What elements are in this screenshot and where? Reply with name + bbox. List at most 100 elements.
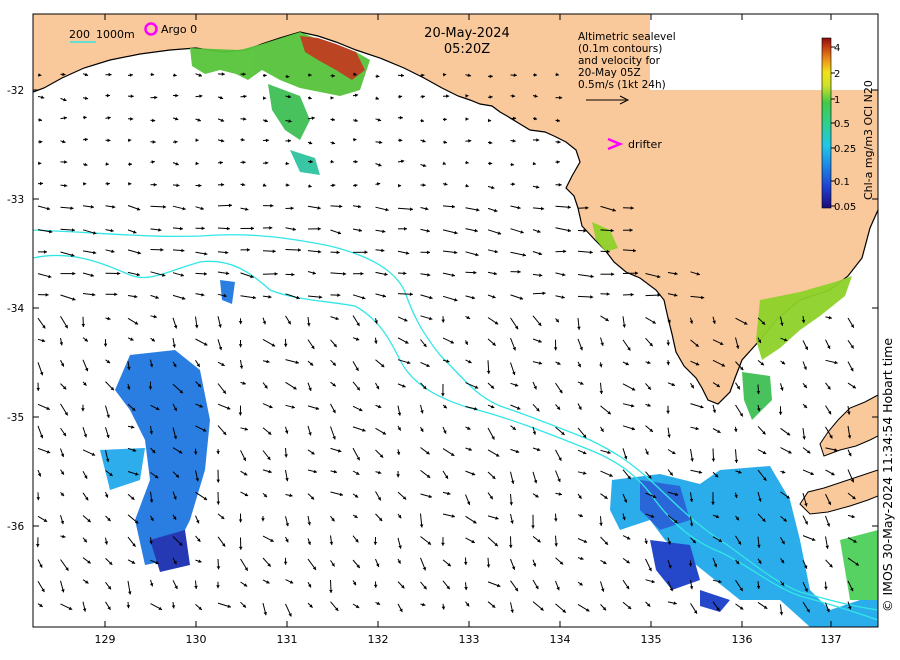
velocity-arrowhead: [353, 72, 357, 76]
velocity-arrowhead: [447, 491, 451, 496]
argo-marker-icon: [144, 22, 158, 36]
velocity-arrowhead: [489, 495, 493, 500]
velocity-arrowhead: [446, 359, 450, 363]
velocity-arrowhead: [580, 381, 584, 385]
velocity-arrowhead: [180, 273, 184, 277]
velocity-arrowhead: [377, 118, 382, 122]
latitude-axis: -32 -33 -34 -35 -36: [7, 85, 878, 533]
velocity-arrowhead: [804, 521, 808, 525]
velocity-arrowhead: [45, 293, 49, 297]
lat-tick-label: -36: [7, 521, 24, 533]
velocity-arrowhead: [373, 584, 378, 588]
velocity-arrowhead: [538, 322, 542, 326]
velocity-arrowhead: [688, 563, 693, 567]
velocity-arrowhead: [93, 231, 97, 235]
velocity-arrowhead: [134, 520, 139, 524]
velocity-arrowhead: [495, 453, 500, 457]
velocity-arrowhead: [510, 609, 514, 613]
velocity-arrowhead: [72, 297, 76, 301]
velocity-arrowhead: [243, 94, 247, 99]
velocity-arrowhead: [804, 346, 808, 350]
legend-line-5: 0.5m/s (1kt 24h): [578, 79, 666, 91]
velocity-arrowhead: [353, 137, 357, 142]
lon-tick-label: 132: [368, 633, 389, 646]
velocity-arrowhead: [580, 556, 584, 561]
velocity-arrowhead: [149, 431, 154, 435]
velocity-arrowhead: [81, 408, 85, 412]
velocity-arrowhead: [426, 474, 431, 478]
velocity-arrowhead: [443, 117, 447, 122]
velocity-arrowhead: [106, 434, 110, 439]
velocity-arrowhead: [40, 95, 45, 99]
longitude-axis: 129 130 131 132 133 134 135 136 137: [95, 14, 842, 646]
velocity-arrowhead: [466, 501, 471, 505]
lon-tick-label: 135: [641, 633, 662, 646]
velocity-arrowhead: [657, 293, 661, 297]
velocity-arrowhead: [599, 364, 603, 368]
velocity-arrowhead: [131, 496, 135, 500]
velocity-arrowhead: [171, 605, 176, 609]
velocity-arrowhead: [135, 472, 139, 476]
velocity-arrowhead: [238, 412, 243, 416]
velocity-arrowhead: [172, 344, 176, 348]
velocity-arrowhead: [37, 473, 42, 477]
velocity-arrowhead: [652, 494, 657, 499]
velocity-arrowhead: [195, 161, 199, 166]
velocity-arrowhead: [740, 366, 744, 371]
velocity-arrowhead: [689, 586, 694, 590]
velocity-arrowhead: [422, 385, 427, 390]
velocity-arrowhead: [701, 295, 705, 300]
velocity-arrowhead: [512, 426, 516, 430]
velocity-arrowhead: [352, 581, 356, 586]
velocity-arrowhead: [511, 480, 515, 484]
velocity-arrowhead: [692, 539, 696, 544]
velocity-arrowhead: [72, 271, 76, 276]
velocity-arrowhead: [63, 97, 67, 102]
velocity-arrowhead: [553, 347, 558, 351]
velocity-arrowhead: [39, 564, 43, 568]
velocity-arrowhead: [689, 320, 694, 324]
velocity-arrowhead: [451, 514, 455, 518]
velocity-arrowhead: [534, 94, 538, 98]
velocity-arrowhead: [160, 248, 164, 252]
velocity-arrowhead: [267, 456, 271, 460]
velocity-arrowhead: [788, 450, 792, 454]
velocity-arrowhead: [60, 363, 64, 367]
velocity-arrowhead: [465, 602, 470, 607]
velocity-arrowhead: [648, 475, 652, 479]
velocity-arrowhead: [110, 386, 114, 391]
velocity-arrowhead: [582, 451, 587, 455]
velocity-arrowhead: [274, 272, 278, 276]
scale-label-1000: 1000m: [96, 28, 135, 41]
velocity-arrowhead: [695, 343, 699, 347]
velocity-arrowhead: [134, 321, 139, 325]
land-mass-north: [33, 14, 878, 404]
velocity-arrowhead: [443, 140, 447, 144]
velocity-arrowhead: [743, 321, 748, 325]
velocity-arrowhead: [783, 518, 787, 522]
velocity-arrowhead: [804, 503, 808, 507]
velocity-arrowhead: [289, 580, 294, 584]
velocity-arrowhead: [489, 95, 493, 99]
velocity-arrowhead: [223, 293, 227, 298]
velocity-arrowhead: [263, 73, 267, 78]
velocity-arrowhead: [491, 436, 495, 440]
velocity-arrowhead: [630, 404, 635, 408]
velocity-arrowhead: [567, 228, 571, 233]
velocity-arrowhead: [373, 541, 378, 545]
velocity-arrowhead: [378, 517, 383, 521]
velocity-arrowhead: [218, 346, 223, 351]
velocity-arrowhead: [811, 537, 816, 541]
velocity-arrowhead: [492, 295, 496, 299]
velocity-arrowhead: [786, 495, 790, 499]
velocity-arrowhead: [465, 183, 469, 188]
velocity-arrowhead: [87, 518, 91, 523]
velocity-arrowhead: [289, 493, 293, 498]
velocity-arrowhead: [402, 496, 407, 500]
velocity-arrowhead: [64, 324, 68, 329]
velocity-arrowhead: [175, 474, 179, 478]
velocity-arrowhead: [244, 427, 248, 431]
velocity-arrowhead: [336, 250, 340, 255]
colorbar-scale: [821, 37, 832, 209]
